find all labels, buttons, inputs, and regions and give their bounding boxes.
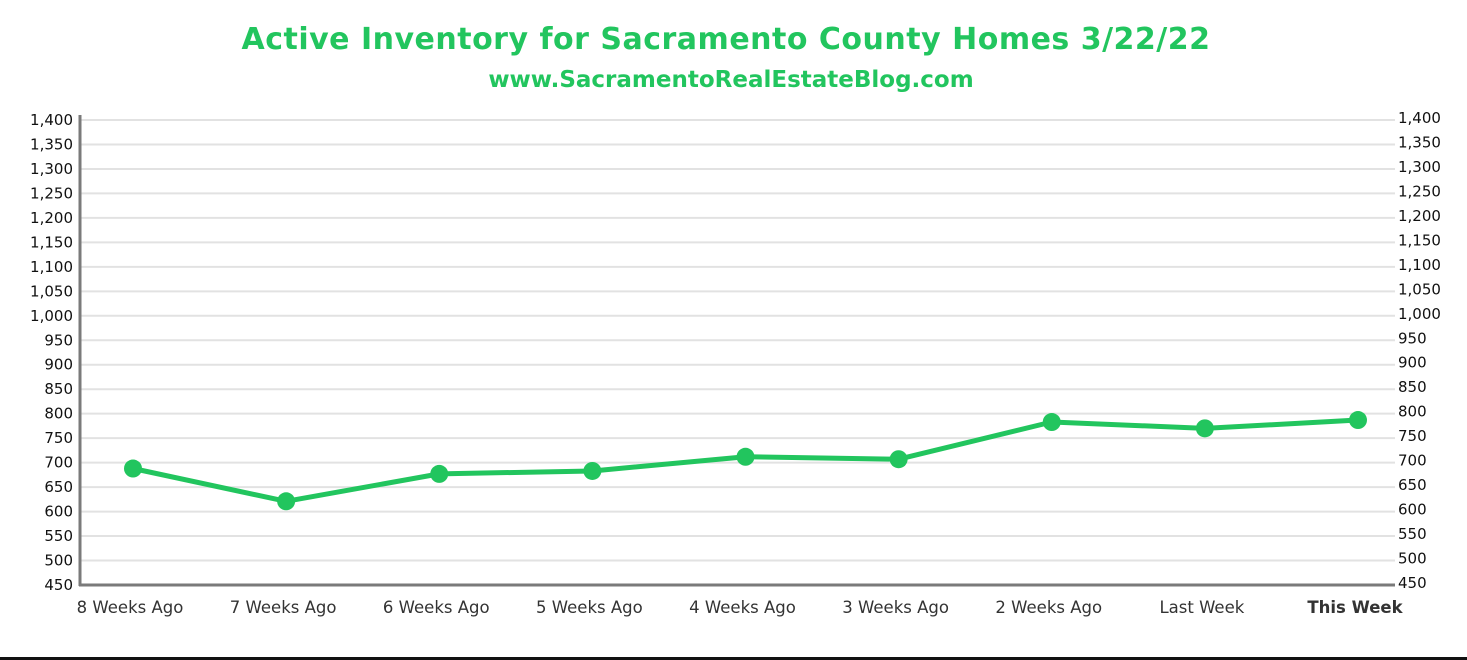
y-tick-label-right: 650	[1398, 476, 1427, 494]
data-point	[430, 464, 449, 483]
y-tick-label-right: 550	[1398, 525, 1427, 543]
y-tick-label-left: 700	[44, 454, 73, 472]
data-point	[889, 450, 908, 469]
x-tick-label: 4 Weeks Ago	[689, 598, 796, 617]
y-tick-label-left: 450	[44, 576, 73, 594]
y-tick-label-left: 1,000	[30, 307, 73, 325]
y-tick-label-right: 850	[1398, 378, 1427, 396]
y-tick-label-right: 700	[1398, 452, 1427, 470]
y-tick-label-right: 1,050	[1398, 280, 1441, 298]
x-tick-label: 2 Weeks Ago	[995, 598, 1102, 617]
y-tick-label-left: 1,050	[30, 282, 73, 300]
y-tick-label-left: 900	[44, 356, 73, 374]
chart-title: Active Inventory for Sacramento County H…	[241, 22, 1211, 57]
y-tick-label-left: 650	[44, 478, 73, 496]
y-tick-label-right: 600	[1398, 501, 1427, 519]
x-axis-ticks: 8 Weeks Ago 7 Weeks Ago 6 Weeks Ago 5 Weeks…	[77, 598, 1404, 617]
y-tick-label-left: 1,100	[30, 258, 73, 276]
y-tick-label-right: 1,300	[1398, 158, 1441, 176]
series-layer	[124, 411, 1367, 511]
y-tick-label-left: 1,150	[30, 233, 73, 251]
x-tick-label: 6 Weeks Ago	[383, 598, 490, 617]
y-tick-label-left: 1,350	[30, 135, 73, 153]
y-tick-label-right: 1,000	[1398, 305, 1441, 323]
y-axis-right-ticks: 450 500 550 600 650 700 750 800 850 900 950 1,000 1,…	[1398, 109, 1441, 592]
y-tick-label-right: 1,100	[1398, 256, 1441, 274]
data-point	[124, 459, 142, 478]
y-tick-label-left: 600	[44, 503, 73, 521]
y-tick-label-left: 750	[44, 429, 73, 447]
y-tick-label-right: 1,150	[1398, 231, 1441, 249]
y-tick-label-right: 1,400	[1398, 109, 1441, 127]
x-tick-label: This Week	[1307, 598, 1403, 617]
chart-subtitle: www.SacramentoRealEstateBlog.com	[488, 67, 974, 93]
gridlines	[80, 119, 1395, 562]
data-point	[277, 492, 296, 511]
y-tick-label-left: 850	[44, 380, 73, 398]
x-tick-label: Last Week	[1159, 598, 1244, 617]
y-axis-left-ticks: 450 500 550 600 650 700 750 800 850 900 950 1,000 1,…	[30, 111, 73, 594]
bottom-rule	[0, 657, 1467, 660]
y-tick-label-left: 800	[44, 405, 73, 423]
data-point	[583, 461, 602, 480]
y-tick-label-right: 800	[1398, 403, 1427, 421]
x-tick-label: 5 Weeks Ago	[536, 598, 643, 617]
x-tick-label: 7 Weeks Ago	[230, 598, 337, 617]
y-tick-label-left: 500	[44, 552, 73, 570]
y-tick-label-left: 1,300	[30, 160, 73, 178]
data-point	[1349, 411, 1367, 430]
y-tick-label-left: 1,400	[30, 111, 73, 129]
y-tick-label-right: 750	[1398, 427, 1427, 445]
y-tick-label-left: 950	[44, 331, 73, 349]
y-tick-label-right: 950	[1398, 329, 1427, 347]
y-tick-label-right: 900	[1398, 354, 1427, 372]
data-point	[1042, 413, 1061, 432]
data-point	[736, 447, 755, 466]
data-point	[1195, 419, 1214, 438]
x-tick-label: 3 Weeks Ago	[842, 598, 949, 617]
y-tick-label-right: 1,350	[1398, 133, 1441, 151]
y-tick-label-right: 500	[1398, 550, 1427, 568]
y-tick-label-right: 450	[1398, 574, 1427, 592]
y-tick-label-left: 550	[44, 527, 73, 545]
y-tick-label-right: 1,250	[1398, 182, 1441, 200]
y-tick-label-right: 1,200	[1398, 207, 1441, 225]
axes	[78, 115, 1395, 587]
x-tick-label: 8 Weeks Ago	[77, 598, 184, 617]
y-tick-label-left: 1,200	[30, 209, 73, 227]
y-tick-label-left: 1,250	[30, 184, 73, 202]
